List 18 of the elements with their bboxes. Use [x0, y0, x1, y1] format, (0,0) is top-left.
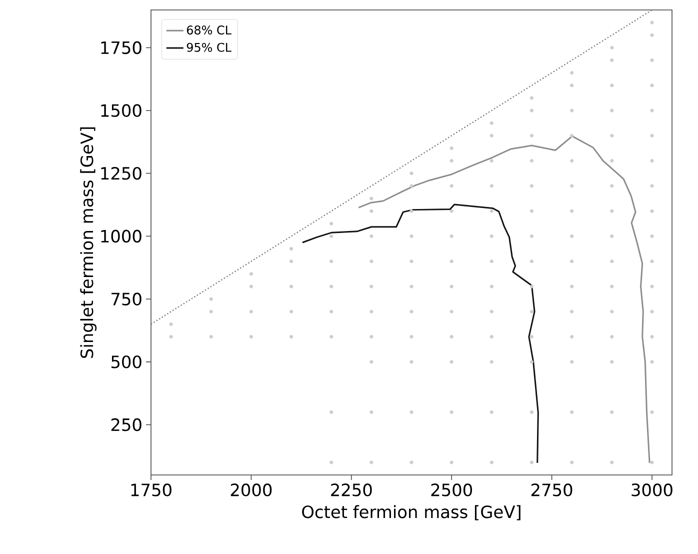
y-axis-title: Singlet fermion mass [GeV] [80, 127, 97, 358]
y-tick-label: 250 [111, 418, 142, 432]
y-tick-label: 750 [112, 292, 142, 306]
y-tick-label: 1500 [101, 104, 142, 117]
x-tick-label: 2000 [230, 483, 272, 496]
x-tick-label: 1750 [131, 483, 172, 496]
x-tick-label: 2250 [331, 483, 372, 496]
y-tick-label: 1250 [101, 166, 142, 180]
y-tick-label: 1750 [101, 41, 142, 54]
x-axis-title: Octet fermion mass [GeV] [302, 505, 520, 520]
legend-label: 95% CL [186, 42, 232, 52]
x-tick-label: 2750 [531, 483, 572, 496]
x-tick-label: 2500 [431, 483, 472, 496]
legend-label: 68% CL [186, 25, 232, 35]
y-tick-label: 1000 [101, 230, 142, 243]
line-series [302, 204, 539, 464]
x-tick-label: 3000 [632, 483, 672, 496]
y-tick-label: 500 [111, 355, 142, 368]
